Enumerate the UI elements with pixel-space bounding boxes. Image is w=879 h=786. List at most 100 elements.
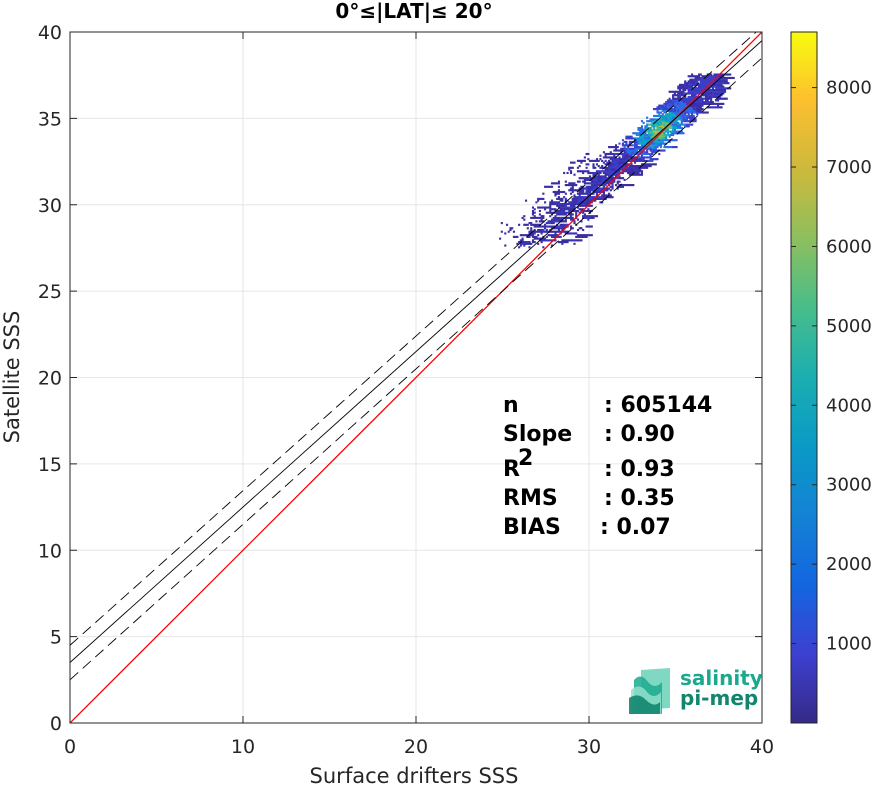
density-cell [678,101,682,104]
density-cell [633,151,637,154]
density-cell [556,201,559,204]
density-cell [587,190,590,194]
density-cell [566,203,569,206]
density-cell [697,89,701,92]
density-cell [658,121,661,124]
density-cell [673,146,676,149]
density-cell [564,211,567,214]
density-cell [594,190,597,194]
density-cell [550,227,554,230]
density-cell [606,189,609,192]
density-cell [659,125,663,128]
density-cell [665,128,668,131]
density-cell [692,75,695,78]
density-cell [696,106,699,109]
density-cell [694,102,697,105]
density-cell [530,222,533,225]
density-cell [616,159,619,162]
density-cell [640,144,644,147]
density-cell [621,142,624,145]
density-cell [680,87,683,90]
density-cell [694,101,697,104]
density-cell [632,147,635,150]
density-cell [729,76,732,80]
density-cell [569,213,573,216]
density-cell [625,154,628,157]
density-cell [608,152,611,156]
density-cell [708,92,711,95]
density-cell [673,128,676,131]
density-cell [633,147,637,150]
density-cell [647,165,650,168]
density-cell [545,206,548,209]
density-cell [668,121,671,124]
density-cell [656,127,659,130]
density-cell [561,223,564,226]
density-cell [670,130,673,133]
density-cell [613,149,616,152]
density-cell [587,201,590,204]
density-cell [614,168,618,171]
density-cell [689,114,692,118]
density-cell [715,89,718,92]
density-cell [564,204,567,207]
density-cell [559,190,562,194]
density-cell [697,99,701,102]
density-cell [608,146,611,149]
stat-label: n [503,393,519,418]
density-cell [585,203,588,206]
density-cell [633,132,637,135]
density-cell [523,218,526,221]
density-cell [706,102,709,105]
density-cell [723,80,727,83]
density-cell [677,101,680,104]
density-cell [696,82,699,85]
density-cell [684,106,687,109]
density-cell [656,118,659,121]
density-cell [608,171,611,175]
density-cell [687,108,690,111]
density-cell [606,187,609,190]
density-cell [569,216,573,219]
density-cell [697,90,701,93]
density-cell [720,106,723,109]
density-cell [725,73,728,76]
density-cell [656,121,659,124]
density-cell [537,237,540,240]
density-cell [668,104,671,107]
density-cell [554,239,557,242]
density-cell [559,223,562,226]
density-cell [597,182,600,185]
density-cell [644,128,647,131]
density-cell [556,190,559,194]
density-cell [649,147,652,150]
density-cell [592,216,595,219]
density-cell [625,165,628,168]
density-cell [573,220,576,223]
density-cell [587,208,590,211]
density-cell [704,111,708,114]
density-cell [604,189,607,192]
density-cell [563,196,566,199]
density-cell [691,82,694,85]
density-cell [594,159,597,162]
density-cell [703,82,706,85]
density-cell [582,216,585,219]
density-cell [585,234,588,237]
density-cell [639,139,642,142]
density-cell [651,144,654,147]
density-cell [580,203,583,206]
density-cell [665,104,668,107]
density-cell [604,166,607,169]
density-cell [691,90,694,93]
density-cell [601,201,604,204]
density-cell [608,165,611,168]
density-cell [697,106,701,109]
density-cell [684,114,687,118]
density-cell [544,227,547,230]
density-cell [665,120,668,123]
density-cell [549,215,552,218]
density-cell [550,208,554,211]
density-cell [537,228,540,232]
density-cell [715,87,718,90]
